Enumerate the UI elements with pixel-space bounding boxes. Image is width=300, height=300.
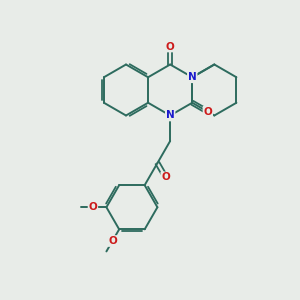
Text: O: O — [108, 236, 117, 246]
Text: O: O — [161, 172, 170, 182]
Text: N: N — [166, 110, 175, 121]
Text: O: O — [203, 107, 212, 117]
Text: O: O — [166, 41, 175, 52]
Text: N: N — [188, 72, 197, 82]
Text: O: O — [88, 202, 97, 212]
